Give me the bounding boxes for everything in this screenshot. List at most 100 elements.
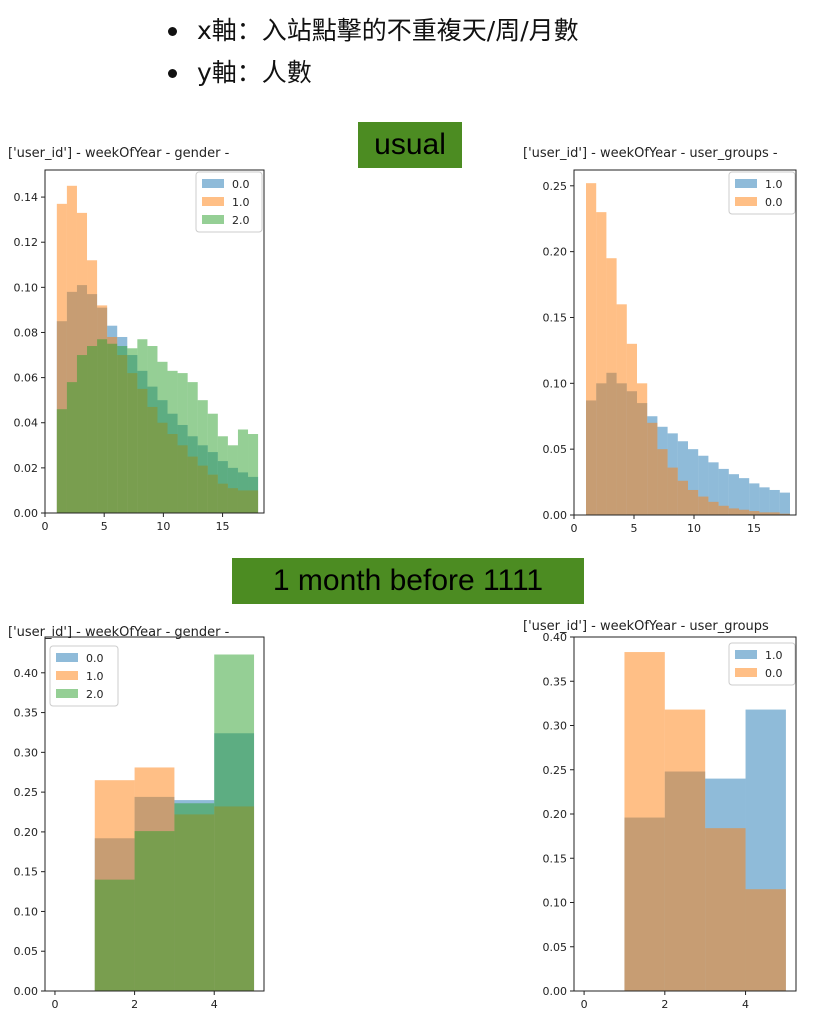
histogram-bar bbox=[197, 400, 208, 513]
y-tick-label: 0.30 bbox=[543, 720, 568, 733]
legend-label: 0.0 bbox=[765, 667, 783, 680]
y-tick-label: 0.14 bbox=[14, 191, 39, 204]
y-tick-label: 0.00 bbox=[14, 507, 39, 520]
x-tick-label: 0 bbox=[571, 522, 578, 535]
histogram-bar bbox=[66, 382, 77, 513]
section-label-before-1111: 1 month before 1111 bbox=[232, 558, 584, 604]
y-tick-label: 0.15 bbox=[543, 852, 568, 865]
histogram-bar bbox=[157, 361, 168, 513]
histogram-bar bbox=[76, 355, 88, 513]
legend-label: 1.0 bbox=[765, 178, 783, 191]
histogram-bar bbox=[739, 509, 750, 515]
histogram-bar bbox=[167, 370, 178, 513]
y-tick-label: 0.35 bbox=[14, 707, 39, 720]
histogram-bar bbox=[718, 505, 729, 515]
y-tick-label: 0.35 bbox=[543, 675, 568, 688]
histogram-bar bbox=[187, 382, 198, 513]
histogram-bar bbox=[117, 346, 128, 513]
histogram-bar bbox=[698, 496, 709, 515]
histogram-bar bbox=[657, 449, 668, 515]
y-tick-label: 0.00 bbox=[14, 985, 39, 998]
histogram-bar bbox=[779, 513, 790, 515]
histogram-bar bbox=[739, 478, 750, 515]
chart-title: ['user_id'] - weekOfYear - gender - bbox=[8, 625, 230, 640]
chart-title: ['user_id'] - weekOfYear - gender - bbox=[8, 146, 230, 161]
chart-2: ['user_id'] - weekOfYear - user_groups -… bbox=[523, 146, 797, 535]
histogram-bar bbox=[705, 828, 746, 991]
x-tick-label: 2 bbox=[131, 998, 138, 1011]
legend-swatch bbox=[735, 650, 757, 659]
y-tick-label: 0.20 bbox=[543, 808, 568, 821]
legend-swatch bbox=[56, 689, 78, 698]
chart-1: ['user_id'] - weekOfYear - gender -0.000… bbox=[8, 146, 265, 533]
histogram-bar bbox=[626, 343, 637, 515]
chart-legend: 0.0 1.0 2.0 bbox=[195, 171, 263, 233]
histogram-bar bbox=[624, 652, 665, 991]
chart-4: ['user_id'] - weekOfYear - user_groups0.… bbox=[523, 619, 797, 1011]
y-tick-label: 0.20 bbox=[543, 246, 568, 259]
x-tick-label: 4 bbox=[211, 998, 218, 1011]
y-tick-label: 0.00 bbox=[543, 985, 568, 998]
legend-frame bbox=[728, 642, 796, 686]
histogram-bar bbox=[134, 831, 175, 991]
y-tick-label: 0.10 bbox=[14, 905, 39, 918]
legend-swatch bbox=[735, 668, 757, 677]
histogram-bar bbox=[745, 889, 786, 991]
histogram-bar bbox=[616, 304, 627, 515]
y-tick-label: 0.06 bbox=[14, 372, 39, 385]
histogram-bar bbox=[248, 434, 259, 513]
legend-swatch bbox=[56, 671, 78, 680]
histogram-bar bbox=[94, 879, 135, 991]
bullet-item-y-axis: y軸：人數 bbox=[168, 52, 579, 94]
legend-label: 0.0 bbox=[86, 652, 104, 665]
legend-label: 1.0 bbox=[86, 670, 104, 683]
legend-label: 2.0 bbox=[232, 214, 250, 227]
y-tick-label: 0.10 bbox=[543, 377, 568, 390]
histogram-bar bbox=[708, 501, 719, 515]
legend-swatch bbox=[202, 179, 224, 188]
legend-swatch bbox=[56, 653, 78, 662]
histogram-bar bbox=[87, 346, 98, 513]
histogram-bar bbox=[606, 258, 617, 515]
histogram-bar bbox=[586, 183, 597, 515]
legend-frame bbox=[728, 171, 796, 215]
histogram-bar bbox=[227, 445, 238, 513]
y-tick-label: 0.02 bbox=[14, 462, 39, 475]
x-tick-label: 5 bbox=[631, 522, 638, 535]
histogram-bar bbox=[708, 462, 719, 515]
x-tick-label: 0 bbox=[42, 520, 49, 533]
y-tick-label: 0.10 bbox=[14, 281, 39, 294]
chart-3: ['user_id'] - weekOfYear - gender - 0.00 0… bbox=[8, 625, 265, 1011]
bullet-list: x軸：入站點擊的不重複天/周/月數 y軸：人數 bbox=[168, 10, 579, 94]
histogram-bar bbox=[718, 468, 729, 515]
histogram-bar bbox=[749, 511, 760, 515]
histogram-bar bbox=[596, 212, 607, 516]
section-label-usual: usual bbox=[358, 122, 462, 168]
legend-label: 1.0 bbox=[765, 649, 783, 662]
legend-swatch bbox=[735, 179, 757, 188]
y-tick-label: 0.25 bbox=[543, 180, 568, 193]
histogram-bar bbox=[647, 422, 658, 515]
x-tick-label: 10 bbox=[687, 522, 701, 535]
histogram-bar bbox=[127, 348, 138, 513]
plot-frame bbox=[44, 636, 265, 992]
chart-title: ['user_id'] - weekOfYear - user_groups - bbox=[523, 146, 778, 161]
y-tick-label: 0.05 bbox=[543, 443, 568, 456]
y-tick-label: 0.20 bbox=[14, 826, 39, 839]
bullet-dot-icon bbox=[168, 26, 177, 36]
y-tick-label: 0.10 bbox=[543, 897, 568, 910]
histogram-bar bbox=[237, 429, 249, 513]
legend-swatch bbox=[202, 215, 224, 224]
histogram-bar bbox=[637, 383, 648, 515]
legend-label: 2.0 bbox=[86, 688, 104, 701]
y-tick-label: 0.15 bbox=[543, 311, 568, 324]
y-tick-label: 0.40 bbox=[14, 667, 39, 680]
bullet-item-x-axis: x軸：入站點擊的不重複天/周/月數 bbox=[168, 10, 579, 52]
chart-legend: 0.0 1.0 2.0 bbox=[49, 645, 119, 707]
legend-label: 1.0 bbox=[232, 196, 250, 209]
histogram-bar bbox=[728, 508, 739, 515]
chart-legend: 1.00.0 bbox=[728, 642, 796, 686]
histogram-bar bbox=[677, 441, 688, 515]
y-tick-label: 0.05 bbox=[14, 945, 39, 958]
